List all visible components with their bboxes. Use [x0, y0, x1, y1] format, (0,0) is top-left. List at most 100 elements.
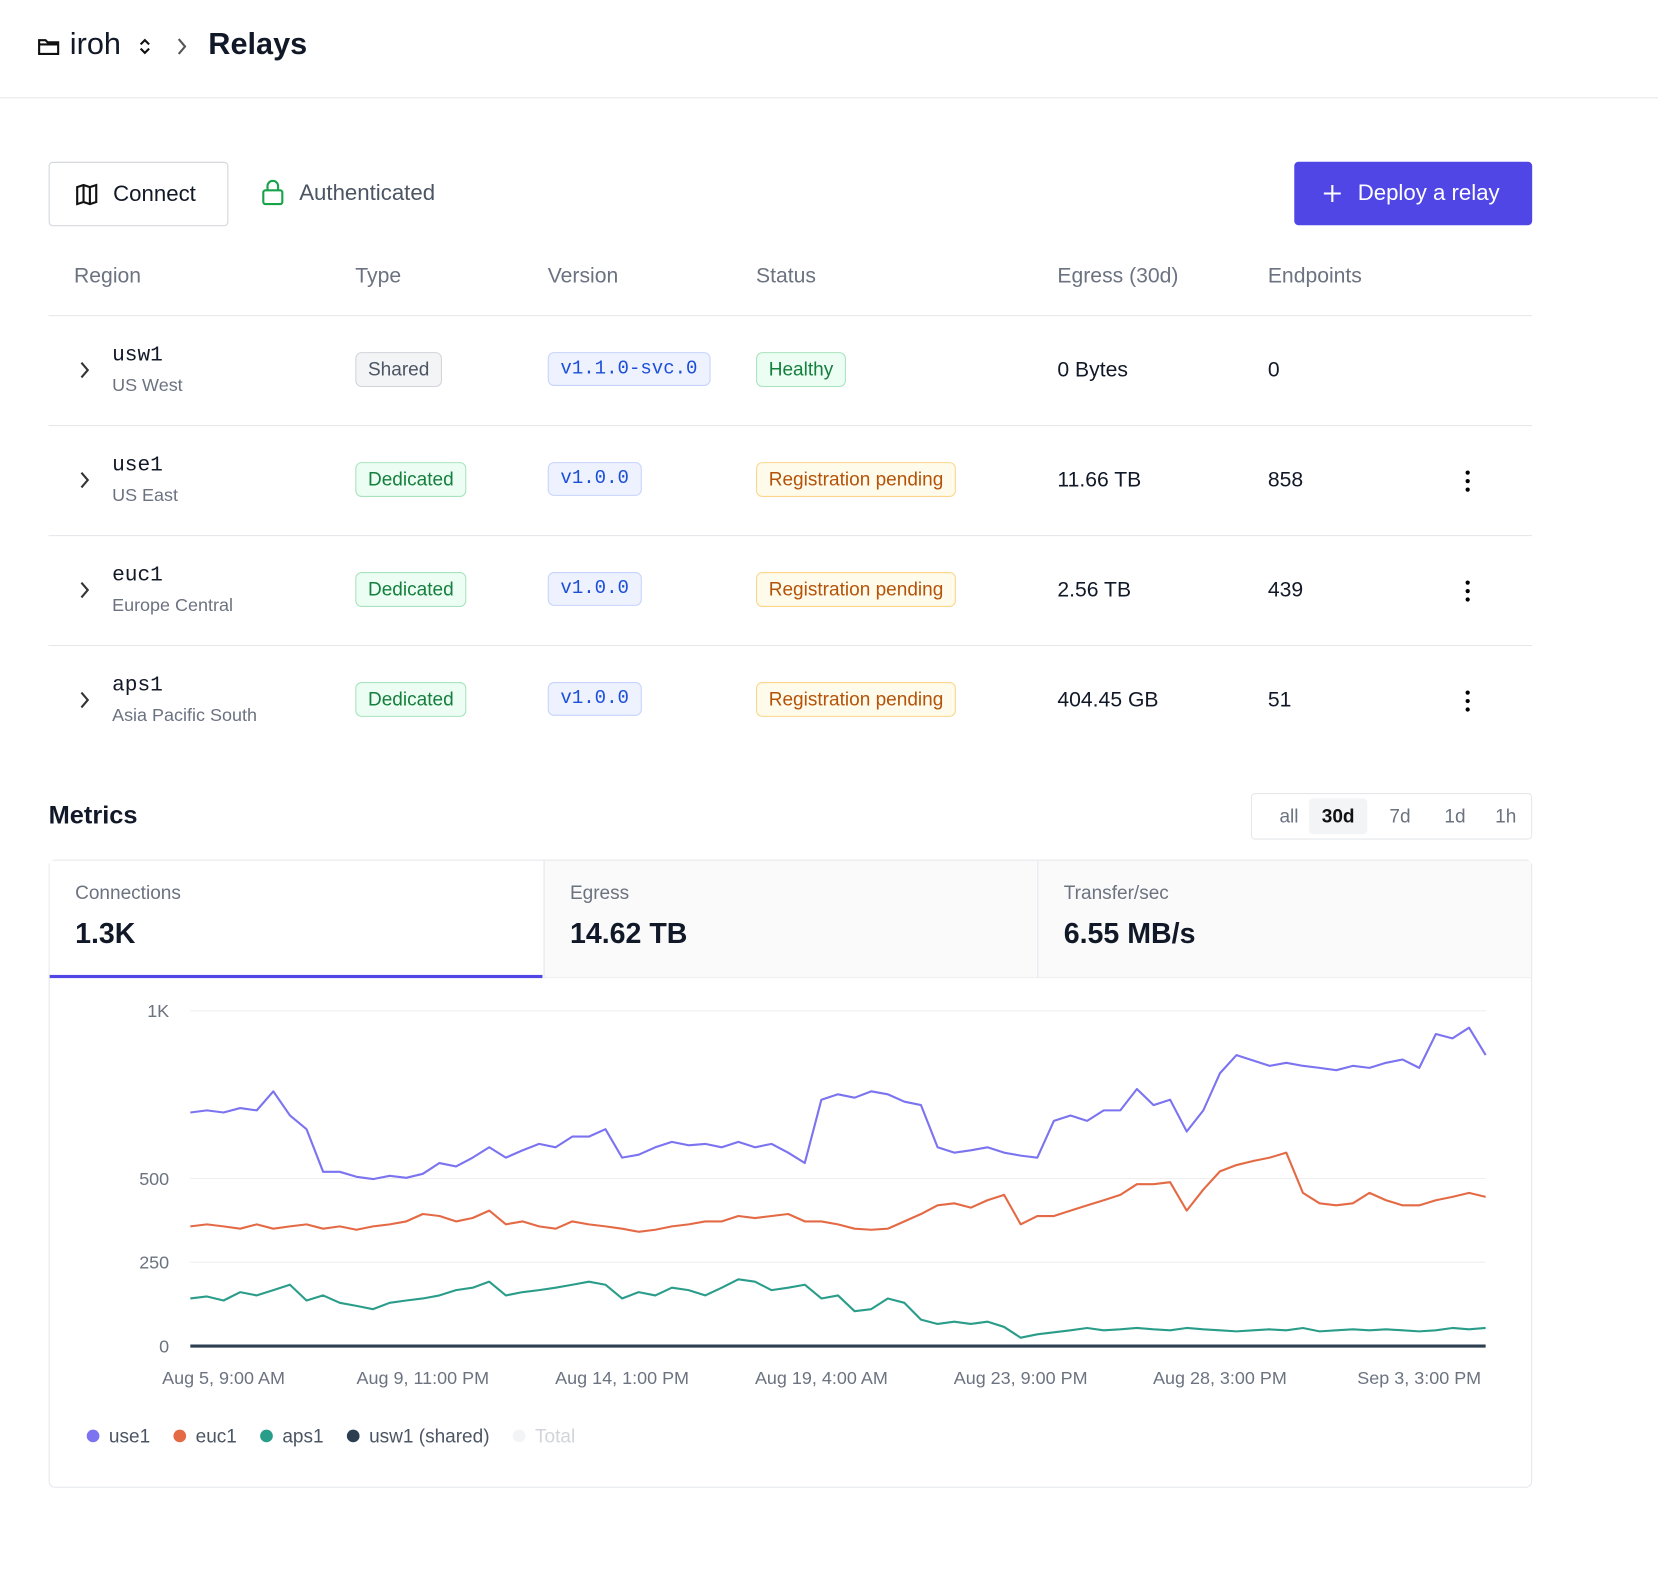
type-badge: Shared — [355, 352, 443, 388]
region-name: Asia Pacific South — [112, 705, 257, 726]
column-header: Region — [74, 264, 142, 288]
egress: 404.45 GB — [1057, 688, 1159, 712]
auth-status: Authenticated — [299, 180, 436, 206]
row-divider — [48, 645, 1533, 647]
stat-value: 1.3K — [75, 917, 136, 950]
legend-label: usw1 (shared) — [369, 1426, 489, 1447]
endpoints: 0 — [1267, 358, 1280, 382]
range-selector: all 30d 7d 1d 1h — [1250, 793, 1533, 840]
breadcrumb-separator — [177, 38, 187, 55]
stat-tab[interactable]: Egress 14.62 TB — [543, 860, 1038, 979]
region-id: euc1 — [112, 563, 163, 588]
legend-swatch — [346, 1429, 360, 1443]
connect-button[interactable]: Connect — [48, 161, 229, 227]
endpoints: 858 — [1267, 468, 1304, 492]
region-name: US East — [112, 485, 179, 506]
y-tick-label: 0 — [159, 1336, 169, 1356]
plus-icon — [1323, 185, 1341, 202]
egress: 11.66 TB — [1057, 468, 1142, 492]
lock-icon — [262, 179, 284, 206]
deploy-label: Deploy a relay — [1357, 180, 1500, 206]
column-header: Version — [547, 264, 619, 288]
stat-label: Connections — [75, 881, 181, 904]
project-name[interactable]: iroh — [69, 27, 121, 62]
x-tick-label: Aug 14, 1:00 PM — [555, 1368, 689, 1388]
column-header: Type — [355, 264, 402, 288]
stat-tab[interactable]: Connections 1.3K — [49, 860, 543, 979]
column-header: Endpoints — [1267, 264, 1362, 288]
kebab-icon — [1465, 580, 1470, 602]
map-icon — [76, 183, 98, 206]
legend-label: euc1 — [196, 1426, 237, 1447]
connect-label: Connect — [113, 181, 196, 207]
endpoints: 439 — [1267, 578, 1304, 602]
row-divider — [48, 535, 1533, 537]
legend-label: use1 — [109, 1426, 150, 1447]
expand-chevron[interactable] — [78, 361, 91, 380]
type-badge: Dedicated — [355, 682, 467, 717]
y-tick-label: 1K — [147, 1001, 169, 1021]
status-badge: Registration pending — [756, 462, 957, 497]
kebab-icon — [1465, 470, 1470, 492]
legend-swatch — [86, 1429, 100, 1443]
legend-swatch — [260, 1429, 273, 1443]
status-badge: Registration pending — [756, 572, 957, 607]
column-header: Status — [756, 264, 816, 288]
region-id: use1 — [112, 453, 163, 478]
x-tick-label: Aug 5, 9:00 AM — [162, 1368, 285, 1388]
legend-label: aps1 — [282, 1426, 323, 1447]
expand-chevron[interactable] — [78, 581, 91, 600]
switch-icon[interactable] — [136, 36, 153, 57]
version-badge: v1.0.0 — [547, 572, 642, 606]
page-title: Relays — [208, 27, 308, 62]
region-id: aps1 — [112, 673, 163, 698]
metrics-card — [48, 859, 1533, 1488]
range-option[interactable]: 7d — [1389, 805, 1411, 827]
region-id: usw1 — [112, 343, 163, 368]
column-header: Egress (30d) — [1057, 264, 1179, 288]
row-menu[interactable] — [1463, 689, 1471, 712]
egress: 2.56 TB — [1057, 578, 1132, 602]
series-line — [190, 1278, 1486, 1339]
type-badge: Dedicated — [355, 572, 467, 607]
row-divider — [48, 315, 1533, 317]
stat-label: Transfer/sec — [1063, 881, 1169, 904]
egress: 0 Bytes — [1057, 358, 1128, 382]
type-badge: Dedicated — [355, 462, 467, 497]
stat-value: 14.62 TB — [569, 917, 688, 950]
range-option[interactable]: 1d — [1444, 805, 1466, 827]
legend-swatch — [512, 1429, 526, 1443]
stat-value: 6.55 MB/s — [1063, 917, 1196, 950]
x-tick-label: Sep 3, 3:00 PM — [1357, 1368, 1481, 1388]
deploy-button[interactable]: Deploy a relay — [1294, 161, 1533, 226]
x-tick-label: Aug 28, 3:00 PM — [1153, 1368, 1287, 1388]
range-option[interactable]: 30d — [1309, 798, 1368, 835]
region-name: US West — [112, 375, 183, 396]
stat-tab[interactable]: Transfer/sec 6.55 MB/s — [1037, 860, 1532, 979]
region-name: Europe Central — [112, 595, 233, 616]
series-line — [190, 1026, 1487, 1181]
header-border — [0, 97, 1658, 99]
row-menu[interactable] — [1463, 579, 1471, 602]
row-divider — [48, 425, 1533, 427]
version-badge: v1.1.0-svc.0 — [547, 352, 711, 386]
range-option[interactable]: 1h — [1495, 805, 1517, 827]
x-tick-label: Aug 23, 9:00 PM — [954, 1368, 1088, 1388]
x-tick-label: Aug 9, 11:00 PM — [357, 1368, 490, 1388]
y-tick-label: 500 — [139, 1169, 169, 1189]
series-line — [190, 1151, 1486, 1233]
status-badge: Healthy — [756, 352, 846, 388]
row-menu[interactable] — [1463, 469, 1471, 492]
folder-icon — [38, 39, 60, 55]
expand-chevron[interactable] — [78, 471, 91, 490]
stat-label: Egress — [569, 881, 630, 904]
y-tick-label: 250 — [139, 1253, 169, 1273]
legend-label: Total — [535, 1426, 575, 1447]
expand-chevron[interactable] — [78, 690, 91, 709]
endpoints: 51 — [1267, 688, 1292, 712]
version-badge: v1.0.0 — [547, 682, 642, 716]
legend-swatch — [173, 1429, 187, 1443]
range-option[interactable]: all — [1279, 805, 1299, 827]
